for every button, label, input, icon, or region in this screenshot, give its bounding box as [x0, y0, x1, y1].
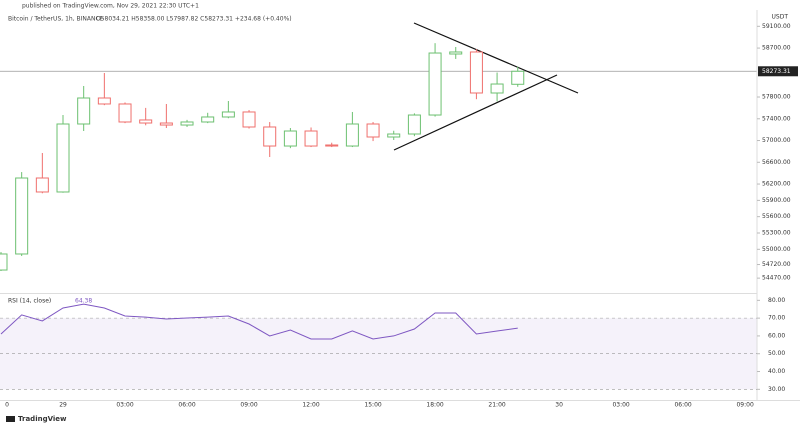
- y-tick-label: 60.00: [768, 332, 785, 339]
- x-tick-label: 06:00: [178, 402, 195, 409]
- y-tick-label: 57800.00: [762, 94, 791, 101]
- x-tick-label: 15:00: [364, 402, 381, 409]
- candle-body: [35, 177, 49, 193]
- x-tick-label: 09:00: [736, 402, 753, 409]
- y-tick-label: 80.00: [768, 297, 785, 304]
- trend-line-lower: [393, 74, 558, 151]
- last-price-label: 58273.31: [762, 68, 791, 75]
- candle-body: [159, 122, 173, 126]
- x-tick-label: 29: [59, 402, 67, 409]
- brand: TradingView: [18, 415, 67, 423]
- x-tick-label: 03:00: [612, 402, 629, 409]
- y-tick-label: 58700.00: [762, 45, 791, 52]
- rsi-line: [0, 303, 518, 340]
- candle-body: [118, 103, 132, 123]
- candle-body: [449, 51, 463, 55]
- y-tick-label: 56600.00: [762, 159, 791, 166]
- x-tick-label: 0: [5, 402, 9, 409]
- y-tick-label: 70.00: [768, 315, 785, 322]
- candle-body: [221, 111, 235, 118]
- brand-logo: [6, 416, 15, 422]
- candle-body: [469, 51, 483, 94]
- rsi-title: RSI (14, close): [8, 298, 51, 305]
- candle-body: [0, 253, 8, 271]
- candle-body: [139, 119, 153, 124]
- y-tick-label: 55000.00: [762, 246, 791, 253]
- trend-line-upper: [413, 22, 579, 94]
- y-tick-label: 55300.00: [762, 229, 791, 236]
- x-tick-label: 30: [555, 402, 563, 409]
- y-tick-label: 55900.00: [762, 197, 791, 204]
- y-tick-label: 55600.00: [762, 213, 791, 220]
- candle-body: [77, 97, 91, 125]
- y-tick-label: 57400.00: [762, 115, 791, 122]
- x-tick-label: 18:00: [426, 402, 443, 409]
- y-tick-label: 30.00: [768, 386, 785, 393]
- x-tick-label: 06:00: [674, 402, 691, 409]
- candle-body: [97, 97, 111, 105]
- candle-body: [201, 116, 215, 123]
- candle-body: [345, 123, 359, 147]
- candle-body: [325, 144, 339, 147]
- y-tick-label: 56200.00: [762, 181, 791, 188]
- y-tick-label: 57000.00: [762, 137, 791, 144]
- candle-body: [304, 130, 318, 147]
- ohlc-legend: O58034.21 H58358.00 L57987.82 C58273.31 …: [96, 16, 292, 23]
- candle-body: [407, 114, 421, 135]
- x-tick-label: 21:00: [488, 402, 505, 409]
- candle-body: [242, 111, 256, 128]
- candle-body: [387, 133, 401, 138]
- rsi-value: 64.38: [75, 298, 92, 305]
- last-price-box: [758, 66, 798, 77]
- candle-body: [263, 126, 277, 147]
- y-tick-label: 54720.00: [762, 261, 791, 268]
- currency-label: USDT: [772, 14, 789, 21]
- y-tick-label: 59100.00: [762, 23, 791, 30]
- candle-body: [490, 83, 504, 94]
- x-tick-label: 09:00: [240, 402, 257, 409]
- candle-body: [15, 177, 29, 255]
- candle-body: [283, 130, 297, 147]
- y-tick-label: 40.00: [768, 368, 785, 375]
- x-tick-label: 03:00: [116, 402, 133, 409]
- x-tick-label: 12:00: [302, 402, 319, 409]
- candle-body: [56, 123, 70, 193]
- candle-body: [366, 123, 380, 138]
- published-note: published on TradingView.com, Nov 29, 20…: [22, 3, 199, 10]
- candle-body: [428, 52, 442, 116]
- y-tick-label: 50.00: [768, 350, 785, 357]
- candle-body: [511, 70, 525, 85]
- symbol-title: Bitcoin / TetherUS, 1h, BINANCE: [8, 16, 104, 23]
- y-tick-label: 54470.00: [762, 275, 791, 282]
- candle-body: [180, 121, 194, 126]
